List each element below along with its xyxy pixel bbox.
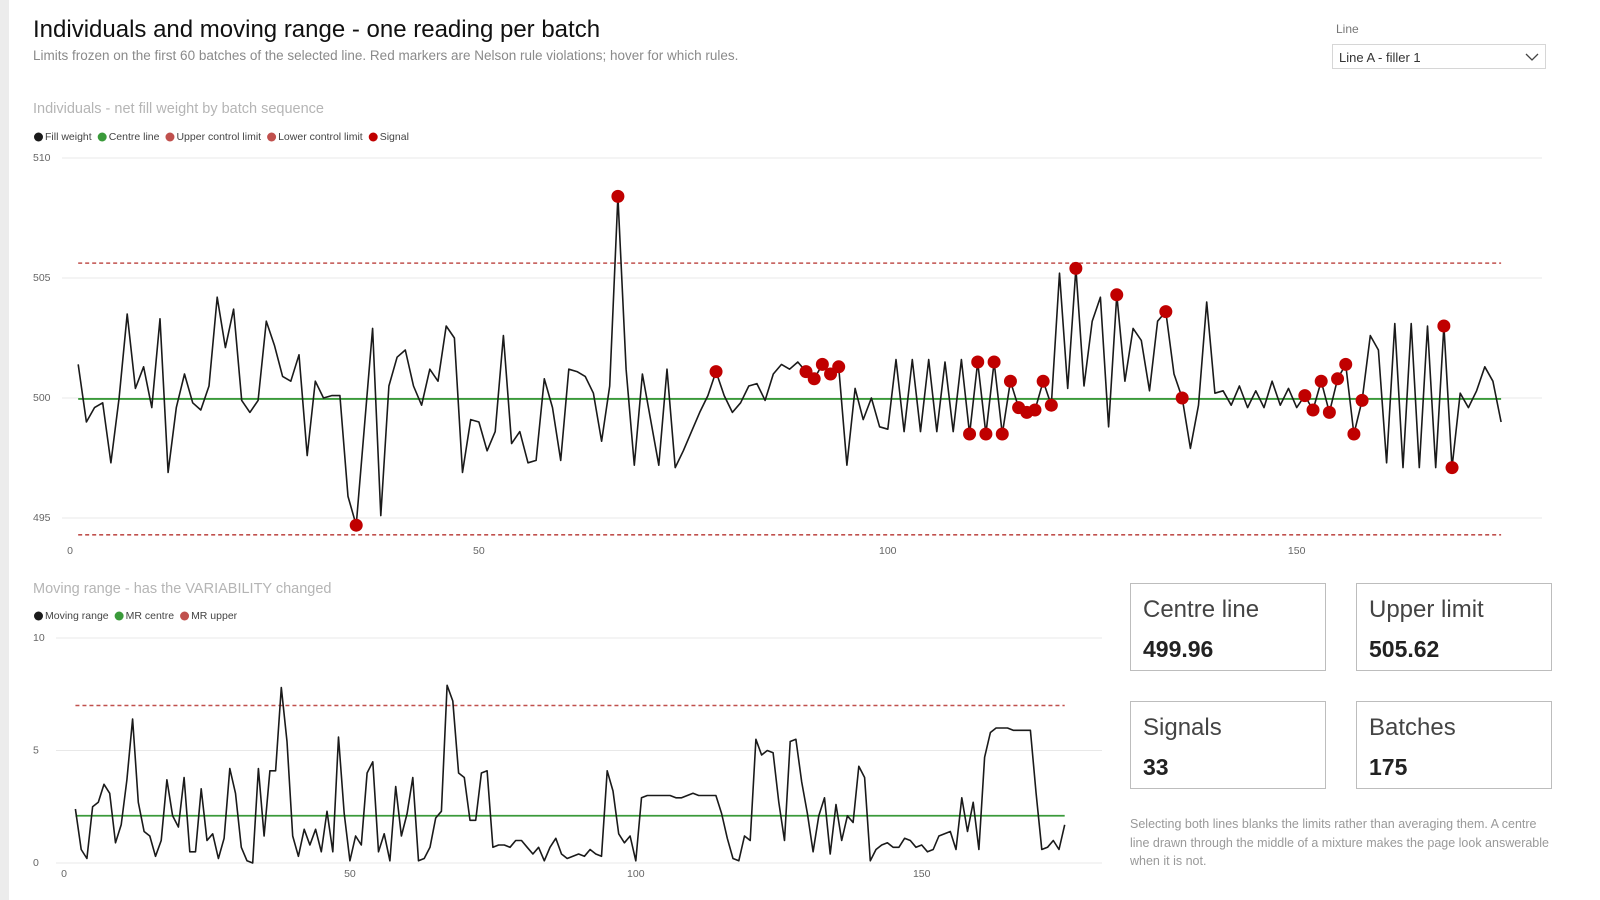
signal-marker — [1355, 393, 1369, 407]
legend-dot — [165, 132, 175, 142]
card-value: 175 — [1369, 754, 1408, 780]
signal-marker — [1110, 288, 1124, 302]
kpi-card: Centre line 499.96 — [1130, 583, 1326, 671]
kpi-card: Signals 33 — [1130, 701, 1326, 789]
signal-marker — [1028, 403, 1042, 417]
legend-dot — [97, 132, 107, 142]
legend-label: MR centre — [126, 610, 175, 622]
signal-marker — [1069, 261, 1083, 275]
legend-dot — [114, 611, 124, 621]
page-subtitle: Limits frozen on the first 60 batches of… — [33, 48, 739, 63]
chart-title: Moving range - has the VARIABILITY chang… — [33, 581, 332, 597]
x-tick-label: 50 — [344, 868, 356, 880]
signal-marker — [995, 427, 1009, 441]
signal-marker — [349, 518, 363, 532]
signal-marker — [971, 355, 985, 369]
filter-label: Line — [1336, 22, 1359, 36]
x-tick-label: 50 — [473, 545, 485, 557]
card-value: 505.62 — [1369, 636, 1440, 662]
legend-label: Moving range — [45, 610, 109, 622]
signal-marker — [1339, 357, 1353, 371]
legend-label: MR upper — [191, 610, 238, 622]
signal-marker — [611, 189, 625, 203]
signal-marker — [1159, 305, 1173, 319]
signal-marker — [1036, 374, 1050, 388]
legend-label: Lower control limit — [278, 131, 363, 143]
signal-marker — [987, 355, 1001, 369]
legend-label: Centre line — [109, 131, 160, 143]
signal-marker — [815, 357, 829, 371]
data-line — [74, 684, 1066, 864]
x-tick-label: 100 — [627, 868, 645, 880]
x-tick-label: 0 — [61, 868, 67, 880]
x-tick-label: 100 — [879, 545, 897, 557]
signal-marker — [709, 365, 723, 379]
y-tick-label: 500 — [33, 392, 51, 404]
data-line — [77, 195, 1502, 526]
signal-marker — [979, 427, 993, 441]
kpi-card: Upper limit 505.62 — [1356, 583, 1552, 671]
legend-label: Fill weight — [45, 131, 92, 143]
card-label: Batches — [1369, 714, 1456, 741]
y-tick-label: 495 — [33, 512, 51, 524]
signal-marker — [1306, 403, 1320, 417]
card-label: Signals — [1143, 714, 1222, 741]
dropdown-value: Line A - filler 1 — [1339, 50, 1421, 65]
chart-title: Individuals - net fill weight by batch s… — [33, 101, 324, 117]
legend-dot — [368, 132, 378, 142]
signal-marker — [1175, 391, 1189, 405]
legend-label: Signal — [380, 131, 409, 143]
x-tick-label: 150 — [913, 868, 931, 880]
signal-marker — [1437, 319, 1451, 333]
line-dropdown[interactable]: Line A - filler 1 — [1332, 44, 1546, 69]
x-tick-label: 150 — [1288, 545, 1306, 557]
page-title: Individuals and moving range - one readi… — [33, 16, 601, 43]
signal-marker — [1445, 461, 1459, 475]
card-value: 499.96 — [1143, 636, 1214, 662]
legend-dot — [180, 611, 190, 621]
signal-marker — [1044, 398, 1058, 412]
signal-marker — [963, 427, 977, 441]
card-label: Upper limit — [1369, 596, 1484, 623]
legend-dot — [34, 611, 43, 621]
y-tick-label: 510 — [33, 152, 51, 164]
signal-marker — [1322, 405, 1336, 419]
y-tick-label: 0 — [33, 857, 39, 869]
y-tick-label: 5 — [33, 744, 39, 756]
signal-marker — [1331, 372, 1345, 386]
dropdown-chevron — [1525, 53, 1539, 61]
y-tick-label: 505 — [33, 272, 51, 284]
kpi-card: Batches 175 — [1356, 701, 1552, 789]
side-strip — [0, 0, 9, 900]
card-label: Centre line — [1143, 596, 1260, 623]
card-value: 33 — [1143, 754, 1169, 780]
signal-marker — [807, 372, 821, 386]
x-tick-label: 0 — [67, 545, 73, 557]
signal-marker — [1003, 374, 1017, 388]
legend-label: Upper control limit — [176, 131, 261, 143]
signal-marker — [1347, 427, 1361, 441]
signal-marker — [832, 360, 846, 374]
y-tick-label: 10 — [33, 632, 45, 644]
legend-dot — [34, 132, 43, 142]
note: Selecting both lines blanks the limits r… — [1130, 817, 1549, 868]
signal-marker — [1298, 389, 1312, 403]
signal-marker — [1314, 374, 1328, 388]
legend-dot — [267, 132, 277, 142]
